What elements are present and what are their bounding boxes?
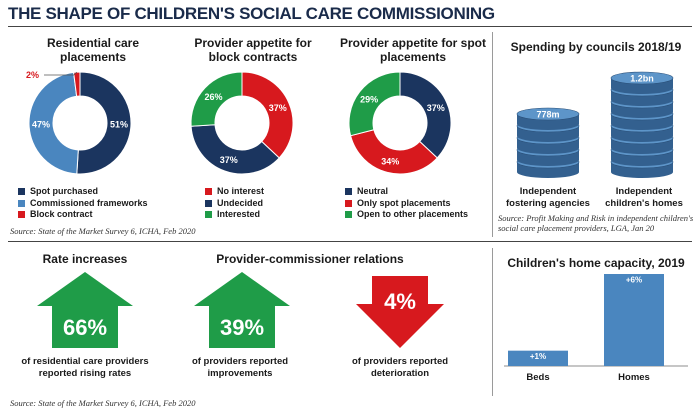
capacity-title: Children's home capacity, 2019	[507, 256, 685, 270]
legend-item: Block contract	[18, 209, 148, 221]
arrow-percent: 66%	[63, 315, 107, 340]
legend-item: Commissioned frameworks	[18, 198, 148, 210]
legend-label: Open to other placements	[357, 209, 469, 219]
down-arrow	[356, 276, 444, 348]
slice-label: 37%	[220, 155, 238, 165]
legend-label: Undecided	[217, 197, 264, 208]
donut-slice	[399, 71, 452, 159]
legend-label: Block contract	[30, 209, 93, 219]
donut-1-title: Residential care placements	[46, 36, 140, 64]
source-spending: Source: Profit Making and Risk in indepe…	[498, 213, 694, 233]
spending-value: 1.2bn	[630, 74, 654, 84]
donut-charts: 51% 47% 2% 37% 37% 26% 37% 34% 29%	[26, 70, 452, 175]
rates-title: Rate increases	[42, 252, 128, 266]
slice-label: 37%	[269, 103, 287, 113]
source-bottom: Source: State of the Market Survey 6, IC…	[10, 398, 196, 408]
rates-caption-3: of providers reported deterioration	[351, 356, 449, 379]
slice-label: 2%	[26, 70, 39, 80]
rates-caption-1: of residential care providers reported r…	[21, 356, 149, 379]
slice-label: 29%	[360, 95, 378, 105]
spending-value: 778m	[536, 110, 559, 120]
donut-3-title: Provider appetite for spot placements	[339, 36, 487, 64]
slice-label: 26%	[205, 92, 223, 102]
legend-label: Spot purchased	[30, 186, 99, 196]
legend-swatch	[18, 211, 25, 219]
capacity-chart: +1% Beds +6% Homes	[504, 274, 688, 383]
donut-slice	[349, 129, 438, 175]
donut-2-legend: No interest Undecided Interested	[205, 186, 264, 221]
title-rule	[8, 26, 692, 27]
up-arrow	[194, 272, 290, 348]
slice-label: 51%	[110, 120, 128, 130]
donut-3-legend: Neutral Only spot placements Open to oth…	[345, 186, 468, 221]
spending-label-2: Independent children's homes	[605, 186, 683, 209]
bar-data-label: +1%	[530, 352, 546, 361]
legend-item: Undecided	[205, 198, 264, 210]
donut-slice	[28, 71, 79, 175]
legend-swatch	[205, 199, 212, 207]
spending-cylinders: 778m 1.2bn	[516, 71, 674, 178]
slice-label: 47%	[32, 120, 50, 130]
arrow-percent: 4%	[384, 289, 416, 314]
legend-swatch	[205, 188, 212, 196]
legend-label: Only spot placements	[357, 197, 451, 208]
section-rule	[8, 241, 692, 242]
donut-slice	[241, 71, 294, 159]
rates-caption-2: of providers reported improvements	[191, 356, 289, 379]
spending-label-1: Independent fostering agencies	[506, 186, 590, 209]
cylinder-top	[610, 71, 674, 85]
legend-label: No interest	[217, 186, 265, 196]
bar-category-label: Beds	[526, 372, 549, 383]
legend-swatch	[345, 211, 352, 219]
donut-slice	[76, 71, 132, 175]
slice-label: 37%	[427, 103, 445, 113]
leader-line	[44, 71, 78, 76]
donut-slice	[190, 71, 243, 127]
donut-1-legend: Spot purchased Commissioned frameworks B…	[18, 186, 148, 221]
slice-label: 34%	[381, 156, 399, 166]
donut-slice	[190, 124, 280, 175]
legend-swatch	[205, 211, 212, 219]
bar-category-label: Homes	[618, 372, 650, 383]
divider-top	[492, 32, 493, 237]
legend-swatch	[18, 188, 25, 196]
donut-slice	[348, 71, 401, 137]
legend-item: Open to other placements	[345, 209, 468, 221]
legend-swatch	[345, 199, 352, 207]
bar-data-label: +6%	[626, 276, 642, 285]
legend-item: Interested	[205, 209, 264, 221]
cylinder-top	[516, 107, 580, 121]
arrow-graphics: 66% 39% 4%	[37, 272, 444, 348]
legend-item: Neutral	[345, 186, 468, 198]
source-left: Source: State of the Market Survey 6, IC…	[10, 226, 196, 236]
donut-2-title: Provider appetite for block contracts	[194, 36, 312, 64]
relations-title: Provider-commissioner relations	[216, 252, 404, 266]
capacity-bar	[508, 350, 568, 366]
arrow-percent: 39%	[220, 315, 264, 340]
legend-item: Spot purchased	[18, 186, 148, 198]
legend-swatch	[345, 188, 352, 196]
legend-swatch	[18, 199, 25, 207]
spending-title: Spending by councils 2018/19	[510, 40, 682, 54]
legend-item: Only spot placements	[345, 198, 468, 210]
legend-item: No interest	[205, 186, 264, 198]
legend-label: Interested	[217, 209, 261, 219]
legend-label: Commissioned frameworks	[30, 197, 148, 208]
capacity-bar	[604, 274, 664, 366]
legend-label: Neutral	[357, 186, 389, 196]
up-arrow	[37, 272, 133, 348]
divider-bottom	[492, 248, 493, 396]
page-title: THE SHAPE OF CHILDREN'S SOCIAL CARE COMM…	[8, 4, 495, 23]
donut-slice	[73, 71, 81, 97]
